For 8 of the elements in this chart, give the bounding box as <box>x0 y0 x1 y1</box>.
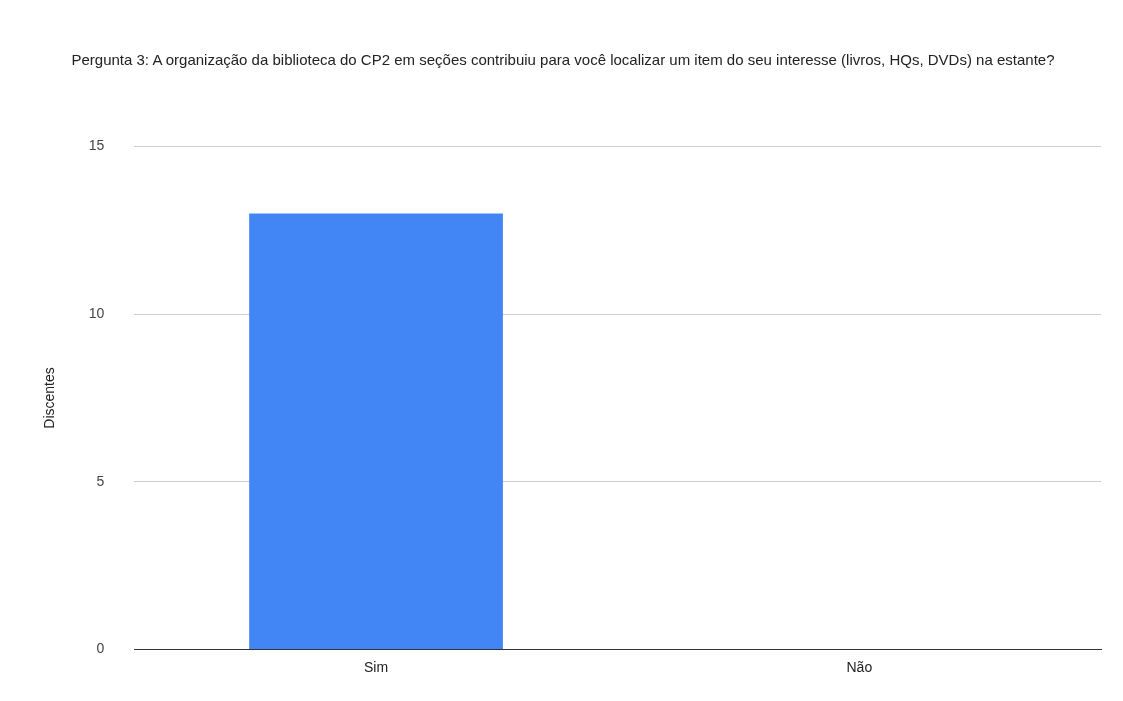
y-tick-label: 0 <box>96 640 105 657</box>
chart-title: Pergunta 3: A organização da biblioteca do CP2 em seções contribuiu para você localizar um item do seu interesse (livros, HQs, DVDs) na estante? <box>70 51 1056 68</box>
x-tick-label: Sim <box>363 658 389 675</box>
y-tick-label: 15 <box>88 137 105 154</box>
x-tick-label: Não <box>846 658 873 675</box>
y-tick-label: 5 <box>96 472 105 489</box>
y-tick-label: 10 <box>88 304 105 321</box>
y-axis-title: Discentes <box>41 367 58 429</box>
